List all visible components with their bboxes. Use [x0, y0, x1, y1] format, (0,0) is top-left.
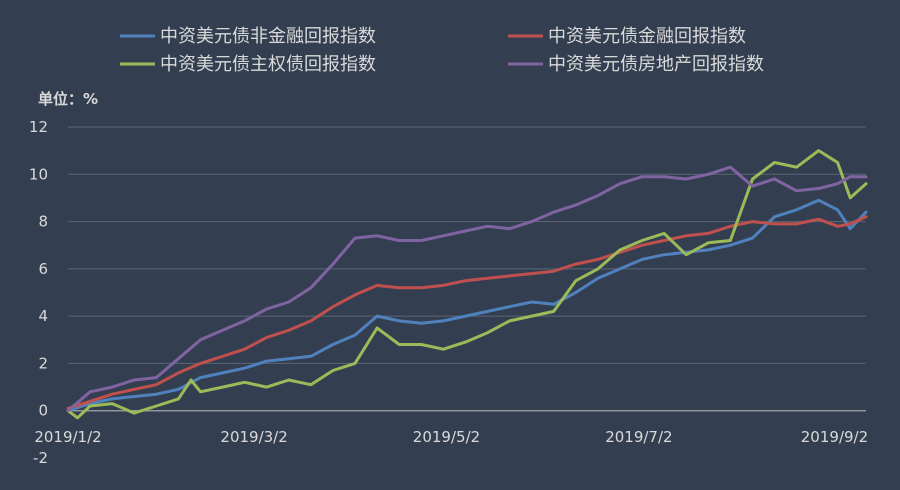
- series-line-2: [66, 149, 868, 420]
- x-tick-label: 2019/9/2: [801, 428, 868, 446]
- series-lines: [66, 149, 868, 420]
- y-axis-ticks: -2 0 2 4 6 8 10 12: [29, 118, 48, 467]
- legend-label-nonfinancial: 中资美元债非金融回报指数: [160, 26, 376, 47]
- legend-label-sovereign: 中资美元债主权债回报指数: [160, 54, 376, 75]
- y-tick-label: 4: [38, 307, 48, 325]
- x-axis-ticks: 2019/1/2 2019/3/2 2019/5/2 2019/7/2 2019/9/2: [34, 428, 868, 446]
- y-tick-label: 0: [38, 402, 48, 420]
- y-tick-label: 6: [38, 260, 48, 278]
- y-tick-label: 12: [29, 118, 48, 136]
- series-line-0: [66, 198, 868, 413]
- y-tick-label: 10: [29, 165, 48, 183]
- legend: 中资美元债非金融回报指数 中资美元债金融回报指数 中资美元债主权债回报指数 中资…: [120, 26, 764, 75]
- legend-label-financial: 中资美元债金融回报指数: [548, 26, 746, 47]
- unit-label: 单位：%: [38, 90, 98, 108]
- y-tick-label: 2: [38, 354, 48, 372]
- x-tick-label: 2019/7/2: [605, 428, 672, 446]
- legend-label-realestate: 中资美元债房地产回报指数: [548, 54, 764, 75]
- series-line-1: [66, 215, 868, 410]
- y-tick-label: -2: [33, 449, 48, 467]
- series-line-3: [66, 165, 868, 413]
- x-tick-label: 2019/3/2: [220, 428, 287, 446]
- x-tick-label: 2019/1/2: [34, 428, 101, 446]
- y-tick-label: 8: [38, 213, 48, 231]
- x-tick-label: 2019/5/2: [413, 428, 480, 446]
